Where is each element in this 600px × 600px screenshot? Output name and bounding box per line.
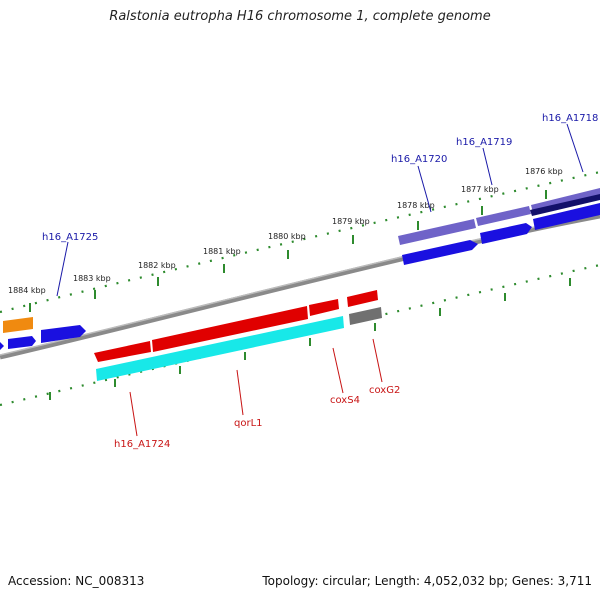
gene-arrow-blue[interactable] — [480, 223, 532, 244]
gene-coxS4[interactable] — [309, 299, 339, 316]
gene-arrow-blue-left[interactable] — [0, 342, 4, 350]
scale-label: 1876 kbp — [525, 167, 563, 176]
gene-label[interactable]: qorL1 — [234, 418, 263, 429]
gene-arrow-blue[interactable] — [402, 240, 478, 265]
map-title: Ralstonia eutropha H16 chromosome 1, com… — [109, 9, 491, 24]
gene-label[interactable]: coxS4 — [330, 395, 360, 406]
scale-label: 1881 kbp — [203, 247, 241, 256]
gene-label[interactable]: h16_A1718 — [542, 113, 598, 124]
scale-label: 1877 kbp — [461, 185, 499, 194]
gene-h16-A1720[interactable] — [398, 219, 476, 245]
accession-text: Accession: NC_008313 — [8, 574, 145, 588]
gene-label[interactable]: h16_A1719 — [456, 137, 512, 148]
scale-label: 1882 kbp — [138, 261, 176, 270]
gene-label[interactable]: coxG2 — [369, 385, 400, 396]
gene-label[interactable]: h16_A1724 — [114, 439, 170, 450]
gene-h16-A1719[interactable] — [476, 206, 531, 226]
gene-qorL1[interactable] — [152, 306, 308, 352]
gene-label[interactable]: h16_A1725 — [42, 232, 98, 243]
gene-coxG2[interactable] — [347, 290, 378, 307]
scale-label: 1878 kbp — [397, 201, 435, 210]
gene-arrow-blue[interactable] — [8, 336, 36, 349]
scale-label: 1883 kbp — [73, 274, 111, 283]
gene-h16-A1718-core[interactable] — [530, 194, 600, 216]
gene-h16-A1724[interactable] — [94, 341, 151, 362]
gene-gray[interactable] — [349, 307, 382, 325]
gene-cyan[interactable] — [96, 316, 344, 381]
scale-label: 1880 kbp — [268, 232, 306, 241]
gene-label[interactable]: h16_A1720 — [391, 154, 447, 165]
gene-orange[interactable] — [3, 317, 33, 333]
scale-label: 1879 kbp — [332, 217, 370, 226]
genome-info-text: Topology: circular; Length: 4,052,032 bp… — [262, 574, 592, 588]
gene-arrow-blue[interactable] — [41, 325, 86, 343]
gene-arrow-blue[interactable] — [533, 203, 600, 230]
scale-label: 1884 kbp — [8, 286, 46, 295]
